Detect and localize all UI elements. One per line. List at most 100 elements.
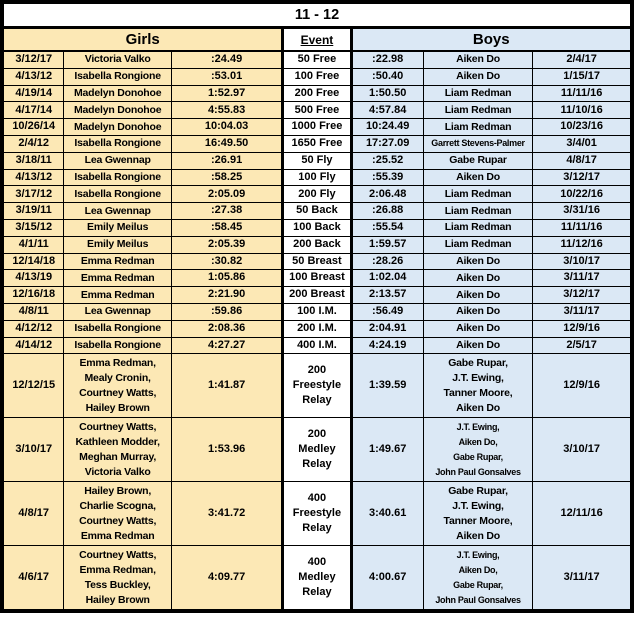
girls-date-cell: 4/13/12 — [1, 168, 65, 187]
girls-name-cell: Emma Redman, Mealy Cronin, Courtney Watt… — [63, 353, 172, 419]
girls-time-cell: 2:05.09 — [170, 185, 284, 204]
boys-name-cell: Aiken Do — [422, 269, 534, 288]
relay-record-row: 12/12/15 Emma Redman, Mealy Cronin, Court… — [1, 353, 633, 419]
girls-name-cell: Emma Redman — [63, 286, 172, 304]
boys-name-cell: Aiken Do — [422, 67, 534, 86]
girls-name-cell: Madelyn Donohoe — [63, 84, 172, 103]
boys-time-cell: 2:06.48 — [350, 185, 424, 204]
event-cell: 200 Fly — [281, 185, 353, 204]
record-row: 4/14/12 Isabella Rongione 4:27.27 400 I.M. 4… — [1, 336, 633, 355]
record-row: 4/8/11 Lea Gwennap:59.86 100 I.M.:56.49 Aik… — [1, 302, 633, 321]
boys-name-cell: Liam Redman — [422, 202, 534, 220]
boys-name-cell: Gabe Rupar, J.T. Ewing, Tanner Moore, Ai… — [422, 353, 534, 419]
relay-record-row: 4/6/17 Courtney Watts, Emma Redman, Tess … — [1, 545, 633, 612]
girls-name-cell: Madelyn Donohoe — [63, 101, 172, 120]
girls-time-cell: 1:53.96 — [170, 417, 284, 483]
record-row: 4/17/14 Madelyn Donohoe 4:55.83 500 Free 4:5… — [1, 101, 633, 120]
event-cell: 400 I.M. — [281, 336, 353, 355]
girls-name-cell: Isabella Rongione — [63, 168, 172, 187]
girls-time-cell: 4:55.83 — [170, 101, 284, 120]
girls-date-cell: 4/8/17 — [1, 481, 65, 547]
boys-name-cell: Liam Redman — [422, 101, 534, 120]
boys-date-cell: 2/5/17 — [532, 336, 633, 355]
event-cell: 200 Medley Relay — [281, 417, 353, 483]
boys-name-cell: Aiken Do — [422, 252, 534, 271]
girls-date-cell: 3/19/11 — [1, 202, 65, 220]
boys-name-cell: Garrett Stevens-Palmer — [422, 134, 534, 153]
boys-date-cell: 3/11/17 — [532, 302, 633, 321]
boys-time-cell: 4:57.84 — [350, 101, 424, 120]
girls-date-cell: 4/1/11 — [1, 235, 65, 254]
boys-time-cell: :55.54 — [350, 218, 424, 237]
boys-name-cell: Aiken Do — [422, 168, 534, 187]
boys-date-cell: 12/9/16 — [532, 319, 633, 338]
boys-date-cell: 12/11/16 — [532, 481, 633, 547]
record-row: 2/4/12 Isabella Rongione 16:49.50 1650 Free… — [1, 134, 633, 153]
girls-name-cell: Lea Gwennap — [63, 302, 172, 321]
boys-time-cell: 10:24.49 — [350, 118, 424, 136]
boys-time-cell: 1:02.04 — [350, 269, 424, 288]
girls-name-cell: Isabella Rongione — [63, 134, 172, 153]
boys-time-cell: 17:27.09 — [350, 134, 424, 153]
girls-time-cell: :58.45 — [170, 218, 284, 237]
boys-date-cell: 3/12/17 — [532, 286, 633, 304]
boys-date-cell: 3/10/17 — [532, 417, 633, 483]
girls-date-cell: 3/17/12 — [1, 185, 65, 204]
boys-name-cell: Liam Redman — [422, 218, 534, 237]
girls-name-cell: Lea Gwennap — [63, 151, 172, 170]
girls-name-cell: Courtney Watts, Kathleen Modder, Meghan … — [63, 417, 172, 483]
record-row: 4/12/12 Isabella Rongione 2:08.36 200 I.M. 2… — [1, 319, 633, 338]
record-row: 4/13/12 Isabella Rongione:58.25 100 Fly:55… — [1, 168, 633, 187]
girls-time-cell: 16:49.50 — [170, 134, 284, 153]
event-cell: 100 Fly — [281, 168, 353, 187]
girls-section-header: Girls — [1, 27, 284, 52]
girls-date-cell: 3/10/17 — [1, 417, 65, 483]
girls-time-cell: :58.25 — [170, 168, 284, 187]
event-cell: 50 Free — [281, 50, 353, 69]
boys-time-cell: 4:24.19 — [350, 336, 424, 355]
boys-date-cell: 3/31/16 — [532, 202, 633, 220]
event-cell: 50 Breast — [281, 252, 353, 271]
boys-time-cell: :28.26 — [350, 252, 424, 271]
event-cell: 200 Free — [281, 84, 353, 103]
girls-time-cell: 1:41.87 — [170, 353, 284, 419]
boys-date-cell: 3/10/17 — [532, 252, 633, 271]
record-row: 3/15/12 Emily Meilus:58.45 100 Back:55.54 L… — [1, 218, 633, 237]
girls-name-cell: Lea Gwennap — [63, 202, 172, 220]
boys-time-cell: 4:00.67 — [350, 545, 424, 612]
boys-date-cell: 3/4/01 — [532, 134, 633, 153]
girls-name-cell: Madelyn Donohoe — [63, 118, 172, 136]
boys-date-cell: 4/8/17 — [532, 151, 633, 170]
boys-date-cell: 12/9/16 — [532, 353, 633, 419]
boys-name-cell: Liam Redman — [422, 185, 534, 204]
boys-name-cell: Liam Redman — [422, 235, 534, 254]
boys-date-cell: 11/12/16 — [532, 235, 633, 254]
records-body: 3/12/17 Victoria Valko:24.49 50 Free:22.98… — [1, 50, 633, 612]
record-row: 10/26/14 Madelyn Donohoe 10:04.03 1000 Free… — [1, 118, 633, 136]
header-row: Girls Event Boys — [1, 27, 633, 52]
event-cell: 500 Free — [281, 101, 353, 120]
event-cell: 200 Breast — [281, 286, 353, 304]
girls-time-cell: :24.49 — [170, 50, 284, 69]
girls-time-cell: 2:08.36 — [170, 319, 284, 338]
boys-time-cell: 3:40.61 — [350, 481, 424, 547]
event-cell: 100 Breast — [281, 269, 353, 288]
girls-time-cell: :30.82 — [170, 252, 284, 271]
girls-time-cell: 4:27.27 — [170, 336, 284, 355]
event-cell: 50 Back — [281, 202, 353, 220]
girls-date-cell: 2/4/12 — [1, 134, 65, 153]
record-row: 3/17/12 Isabella Rongione 2:05.09 200 Fly 2:… — [1, 185, 633, 204]
girls-date-cell: 4/19/14 — [1, 84, 65, 103]
age-group-title: 11 - 12 — [1, 1, 633, 29]
girls-name-cell: Courtney Watts, Emma Redman, Tess Buckle… — [63, 545, 172, 612]
record-row: 3/12/17 Victoria Valko:24.49 50 Free:22.98… — [1, 50, 633, 69]
boys-time-cell: :26.88 — [350, 202, 424, 220]
girls-time-cell: 10:04.03 — [170, 118, 284, 136]
record-row: 4/13/19 Emma Redman 1:05.86 100 Breast 1:02.… — [1, 269, 633, 288]
boys-date-cell: 11/10/16 — [532, 101, 633, 120]
boys-date-cell: 11/11/16 — [532, 84, 633, 103]
girls-name-cell: Emily Meilus — [63, 235, 172, 254]
girls-name-cell: Hailey Brown, Charlie Scogna, Courtney W… — [63, 481, 172, 547]
boys-date-cell: 10/22/16 — [532, 185, 633, 204]
girls-date-cell: 4/12/12 — [1, 319, 65, 338]
